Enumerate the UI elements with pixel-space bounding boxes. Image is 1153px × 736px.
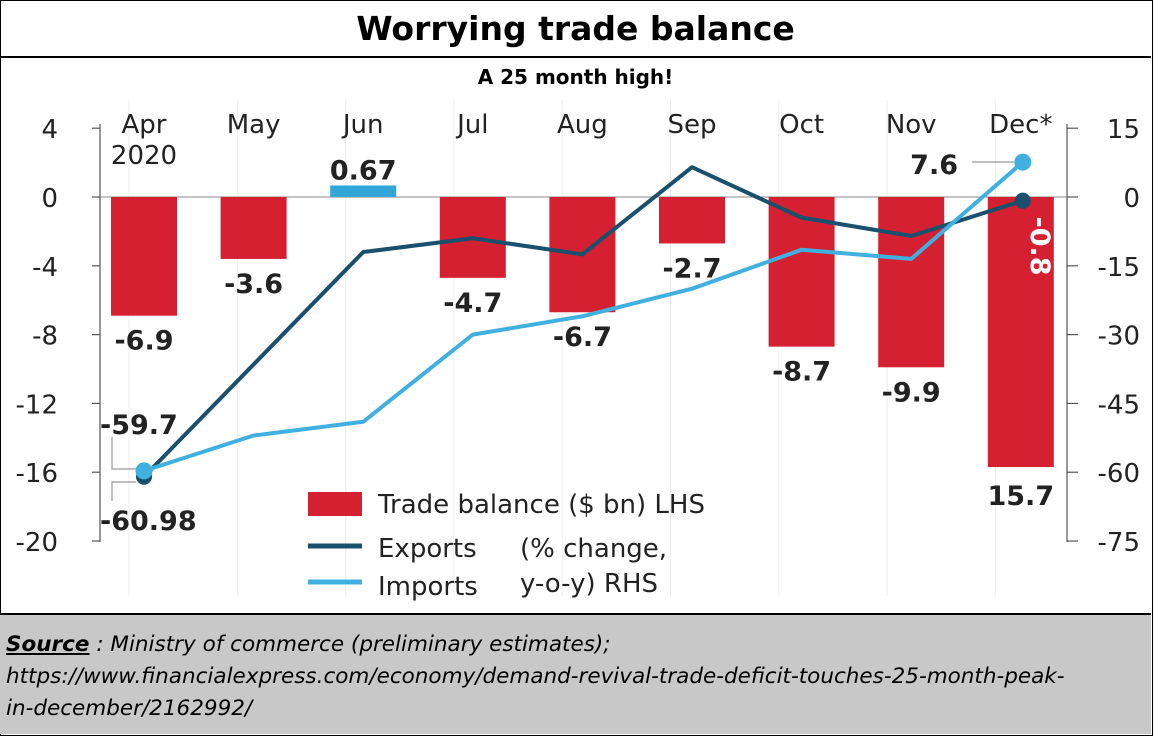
legend-note-2: y-o-y) RHS [520,569,658,599]
trade-balance-bar [330,185,397,197]
y-axis-right-tick-label: -75 [1098,528,1140,558]
exports-end-marker [1014,192,1031,209]
imports-first-leader [111,437,136,470]
x-category-label: Aug [557,110,608,140]
legend-label-trade-balance: Trade balance ($ bn) LHS [377,490,705,520]
legend-swatch-trade-balance [308,492,362,516]
imports-last-label: 7.6 [910,150,958,181]
source-note: Source : Ministry of commerce (prelimina… [0,613,1151,734]
y-axis-left-tick-label: -8 [32,322,58,352]
trade-balance-chart: 4 0 -4 -8 -12 -16 -20 15 0 -15 -30 -45 -60 -75 Apr May J… [16,100,1140,602]
imports-end-marker [1014,153,1032,171]
legend: Trade balance ($ bn) LHS Exports Imports (%… [308,490,705,602]
trade-balance-bar [111,197,177,316]
y-axis-right-tick-label: -45 [1098,390,1140,420]
y-axis-right-tick-label: 15 [1107,115,1140,145]
legend-label-imports: Imports [378,572,478,602]
x-category-label: Nov [886,110,937,140]
trade-balance-bar [659,197,725,244]
x-category-label: Dec* [989,110,1052,140]
source-text: : Ministry of commerce (preliminary esti… [89,632,611,657]
axis-layer: 4 0 -4 -8 -12 -16 -20 15 0 -15 -30 -45 -60 -75 Apr May J… [16,110,1140,558]
bar-value-label: -4.7 [443,288,502,319]
bar-value-label: -2.7 [662,253,721,284]
exports-first-leader [111,481,136,501]
y-axis-left-tick-label: -20 [16,528,58,558]
chart-title: Worrying trade balance [0,0,1151,58]
source-url-line-2[interactable]: in-december/2162992/ [6,696,253,721]
x-category-label: Jun [341,110,384,140]
bar-value-label: 0.67 [330,155,397,186]
x-category-label: Oct [779,110,824,140]
y-axis-right-tick-label: -15 [1098,253,1140,283]
source-label: Source [6,632,90,657]
y-axis-left-tick-label: -4 [32,253,58,283]
trade-balance-bar [220,197,287,259]
imports-first-label: -59.7 [100,410,178,441]
bar-value-label: -6.9 [114,326,173,357]
trade-balance-bar [878,197,945,368]
exports-line [142,165,1025,479]
legend-note-1: (% change, [520,534,667,564]
y-axis-left-tick-label: -16 [16,459,58,489]
y-axis-right-tick-label: -30 [1098,322,1140,352]
legend-label-exports: Exports [378,534,477,564]
source-url-line-1[interactable]: https://www.financialexpress.com/economy… [6,664,1065,689]
bar-value-label: -3.6 [224,269,283,300]
y-axis-left-tick-label: 0 [41,184,58,214]
chart-subtitle: A 25 month high! [477,65,674,89]
bar-value-label: -6.7 [553,322,612,353]
y-axis-right-tick-label: 0 [1123,184,1140,214]
label-layer: -6.9 -3.6 0.67 -4.7 -6.7 -2.7 -8.7 -9.9 15.7 -59.… [100,150,1055,537]
x-category-label: May [227,110,281,140]
x-category-label: Jul [455,110,488,140]
y-axis-left-tick-label: 4 [41,115,58,145]
x-category-label: Sep [667,110,716,140]
bar-value-label: -9.9 [882,377,941,408]
y-axis-left-tick-label: -12 [16,390,58,420]
imports-start-marker [135,462,153,480]
trade-balance-bar [987,197,1054,468]
x-category-sublabel: 2020 [111,141,177,171]
bar-value-label: -8.7 [772,357,831,388]
exports-first-label: -60.98 [100,506,197,537]
line-layer [135,153,1032,485]
bar-value-label: 15.7 [987,481,1054,512]
y-axis-right-tick-label: -60 [1098,459,1140,489]
source-line-1: Source : Ministry of commerce (prelimina… [6,629,1151,661]
exports-last-label: -0.8 [1024,216,1055,275]
x-category-label: Apr [122,110,167,140]
imports-line [142,160,1025,473]
